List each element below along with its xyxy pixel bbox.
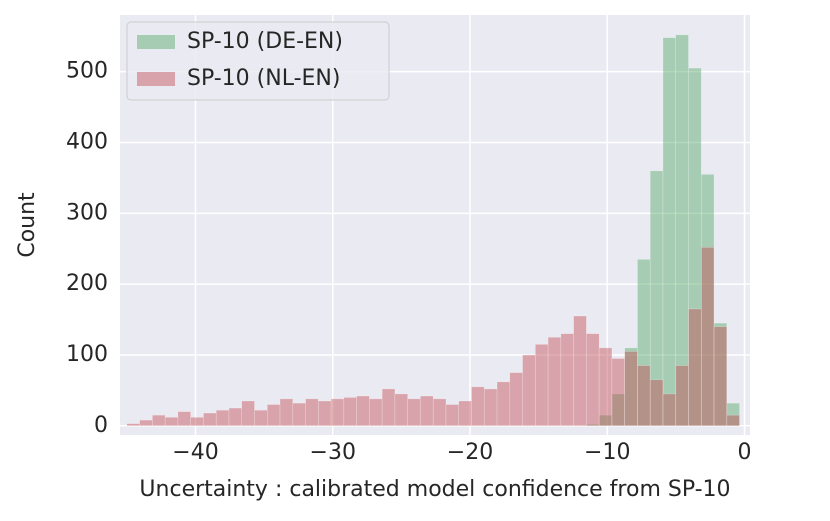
bar bbox=[343, 397, 357, 427]
bar bbox=[381, 388, 396, 427]
bar bbox=[483, 388, 498, 427]
legend: SP-10 (DE-EN) SP-10 (NL-EN) bbox=[126, 21, 390, 101]
bar bbox=[675, 365, 689, 427]
y-tick-label: 100 bbox=[66, 342, 108, 367]
bar bbox=[688, 308, 702, 427]
bar bbox=[305, 398, 319, 427]
bar bbox=[292, 402, 306, 427]
bar bbox=[164, 416, 179, 427]
legend-label: SP-10 (DE-EN) bbox=[187, 29, 343, 54]
y-axis-label: Count bbox=[15, 192, 40, 258]
bar bbox=[471, 386, 485, 427]
x-axis-label: Uncertainty : calibrated model confidenc… bbox=[139, 477, 730, 502]
bar bbox=[726, 414, 740, 427]
x-tick-label: −40 bbox=[172, 440, 218, 465]
bar bbox=[190, 416, 204, 427]
bar bbox=[203, 412, 217, 427]
x-tick-label: −30 bbox=[310, 440, 356, 465]
bar bbox=[611, 393, 625, 427]
bar bbox=[177, 411, 191, 427]
bar bbox=[407, 398, 421, 427]
y-tick-label: 300 bbox=[66, 200, 108, 225]
bar bbox=[356, 395, 370, 427]
bar bbox=[496, 381, 511, 427]
bar bbox=[394, 393, 408, 427]
y-tick-label: 400 bbox=[66, 129, 108, 154]
x-tick-label: −20 bbox=[447, 440, 493, 465]
bar bbox=[713, 322, 728, 427]
bar bbox=[330, 398, 345, 427]
legend-box bbox=[126, 21, 390, 101]
bar bbox=[279, 398, 294, 427]
bar bbox=[624, 347, 638, 427]
bar bbox=[215, 409, 230, 427]
bar bbox=[509, 372, 523, 427]
legend-label: SP-10 (NL-EN) bbox=[187, 66, 340, 91]
bar bbox=[420, 395, 434, 427]
bar bbox=[713, 326, 728, 427]
bar bbox=[560, 333, 574, 427]
bar bbox=[254, 409, 268, 427]
bar bbox=[445, 404, 460, 427]
bar bbox=[700, 247, 715, 427]
bar bbox=[547, 336, 562, 427]
bar bbox=[700, 174, 715, 427]
bar bbox=[726, 402, 740, 427]
bar bbox=[598, 347, 613, 427]
bar bbox=[369, 398, 383, 427]
bar bbox=[649, 170, 664, 427]
y-tick-label: 500 bbox=[66, 59, 108, 84]
bar bbox=[586, 424, 600, 427]
bar bbox=[598, 414, 613, 427]
bar bbox=[611, 358, 625, 427]
y-tick-label: 0 bbox=[94, 413, 108, 438]
bar bbox=[458, 400, 472, 427]
bar bbox=[241, 400, 255, 427]
bar bbox=[535, 344, 549, 427]
legend-swatch bbox=[137, 35, 175, 49]
bar bbox=[675, 34, 689, 427]
bar bbox=[522, 354, 536, 427]
x-tick-label: 0 bbox=[738, 440, 752, 465]
bar bbox=[318, 400, 332, 427]
bar bbox=[266, 404, 281, 427]
bar bbox=[152, 414, 166, 427]
bar bbox=[688, 67, 702, 427]
x-tick-label: −10 bbox=[584, 440, 630, 465]
bar bbox=[662, 393, 677, 427]
y-tick-label: 200 bbox=[66, 271, 108, 296]
bar bbox=[139, 419, 153, 427]
bar bbox=[662, 37, 677, 427]
bar bbox=[228, 407, 243, 427]
bar bbox=[637, 259, 651, 427]
bar bbox=[573, 315, 587, 427]
bar bbox=[432, 398, 447, 427]
bar bbox=[637, 365, 651, 427]
bar bbox=[586, 333, 600, 427]
legend-swatch bbox=[137, 72, 175, 86]
bar bbox=[624, 351, 638, 427]
bar bbox=[126, 423, 140, 427]
bar bbox=[649, 379, 664, 427]
